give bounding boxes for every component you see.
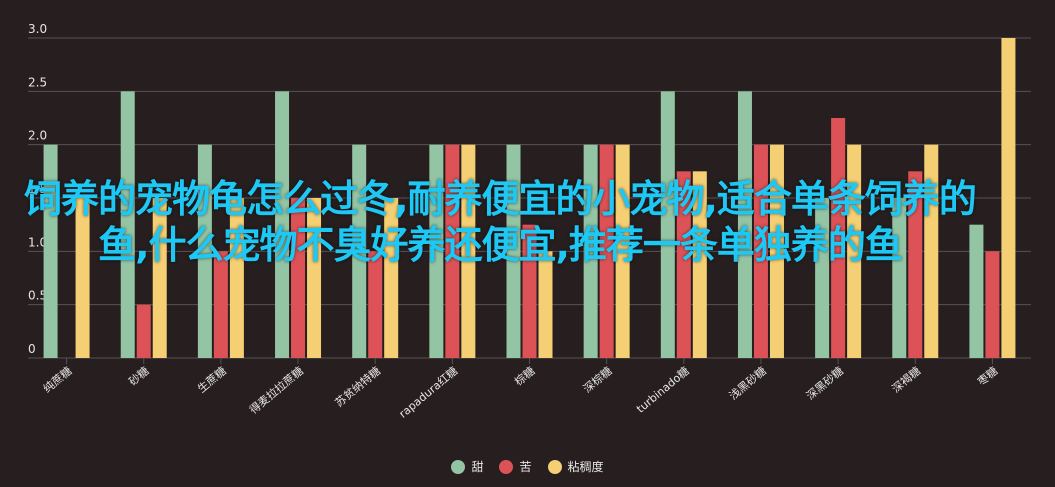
- x-tick-label: turbinado糖: [633, 364, 691, 416]
- bar-sweet: [275, 91, 290, 358]
- bar-bitter: [985, 251, 1000, 358]
- bar-bitter: [753, 144, 768, 358]
- legend-swatch-bitter: [499, 459, 514, 474]
- bar-sweet: [969, 224, 984, 358]
- bar-viscosity: [692, 171, 707, 358]
- y-tick-label: 0: [28, 342, 36, 356]
- x-tick-label: 生蔗糖: [195, 364, 229, 396]
- bar-bitter: [368, 251, 383, 358]
- legend-swatch-sweet: [451, 459, 466, 474]
- bar-viscosity: [75, 198, 90, 358]
- bar-bitter: [213, 251, 228, 358]
- x-tick-label: 枣糖: [974, 364, 1000, 389]
- x-tick-label: rapadura红糖: [396, 364, 460, 421]
- bar-sweet: [43, 144, 58, 358]
- bar-sweet: [352, 144, 367, 358]
- bar-sweet: [892, 198, 907, 358]
- bar-bitter: [676, 171, 691, 358]
- bar-bitter: [599, 144, 614, 358]
- legend-swatch-viscosity: [547, 459, 562, 474]
- y-tick-label: 2.5: [28, 75, 47, 89]
- bar-viscosity: [152, 198, 167, 358]
- bar-bitter: [908, 171, 923, 358]
- x-tick-label: 深褐糖: [889, 364, 923, 396]
- y-tick-label: 1.5: [28, 182, 47, 196]
- bar-viscosity: [847, 144, 862, 358]
- bar-bitter: [136, 304, 151, 358]
- bar-bitter: [522, 224, 537, 358]
- x-tick-label: 苏贫纳特糖: [332, 364, 383, 410]
- bar-viscosity: [461, 144, 476, 358]
- bar-sweet: [815, 198, 830, 358]
- bar-sweet: [197, 144, 212, 358]
- x-tick-label: 砂糖: [126, 364, 152, 389]
- bar-sweet: [583, 144, 598, 358]
- bar-sweet: [737, 91, 752, 358]
- legend-item-viscosity[interactable]: 粘稠度: [547, 458, 604, 475]
- bar-bitter: [291, 198, 306, 358]
- bar-viscosity: [615, 144, 630, 358]
- y-tick-label: 0.5: [28, 289, 47, 303]
- legend-label-bitter: 苦: [519, 460, 532, 474]
- legend-item-bitter[interactable]: 苦: [499, 458, 532, 475]
- overlay-title-text: 饲养的宠物龟怎么过冬,耐养便宜的小宠物,适合单条饲养的鱼,什么宠物不臭好养还便宜…: [24, 177, 977, 267]
- x-tick-label: 得麦拉拉蔗糖: [246, 364, 306, 417]
- bar-sweet: [429, 144, 444, 358]
- y-tick-label: 3.0: [28, 22, 47, 36]
- bar-viscosity: [307, 198, 322, 358]
- legend-label-sweet: 甜: [471, 460, 484, 474]
- bar-viscosity: [538, 251, 553, 358]
- chart-legend: 甜 苦 粘稠度: [0, 458, 1055, 475]
- x-tick-label: 棕糖: [512, 364, 538, 389]
- bar-bitter: [445, 144, 460, 358]
- y-tick-label: 2.0: [28, 129, 47, 143]
- bar-sweet: [660, 91, 675, 358]
- y-tick-label: 1.0: [28, 235, 47, 249]
- x-tick-label: 纯蔗糖: [40, 364, 74, 396]
- bar-viscosity: [769, 144, 784, 358]
- x-tick-label: 深棕糖: [580, 364, 614, 396]
- bar-viscosity: [384, 198, 399, 358]
- bar-viscosity: [229, 198, 244, 358]
- x-tick-label: 浅黑砂糖: [726, 364, 769, 403]
- bar-sweet: [120, 91, 135, 358]
- bar-viscosity: [1001, 38, 1016, 358]
- x-tick-label: 深黑砂糖: [803, 364, 846, 403]
- bar-bitter: [831, 118, 846, 358]
- legend-item-sweet[interactable]: 甜: [451, 458, 483, 475]
- legend-label-viscosity: 粘稠度: [567, 460, 604, 474]
- bar-viscosity: [924, 144, 939, 358]
- bar-sweet: [506, 144, 521, 358]
